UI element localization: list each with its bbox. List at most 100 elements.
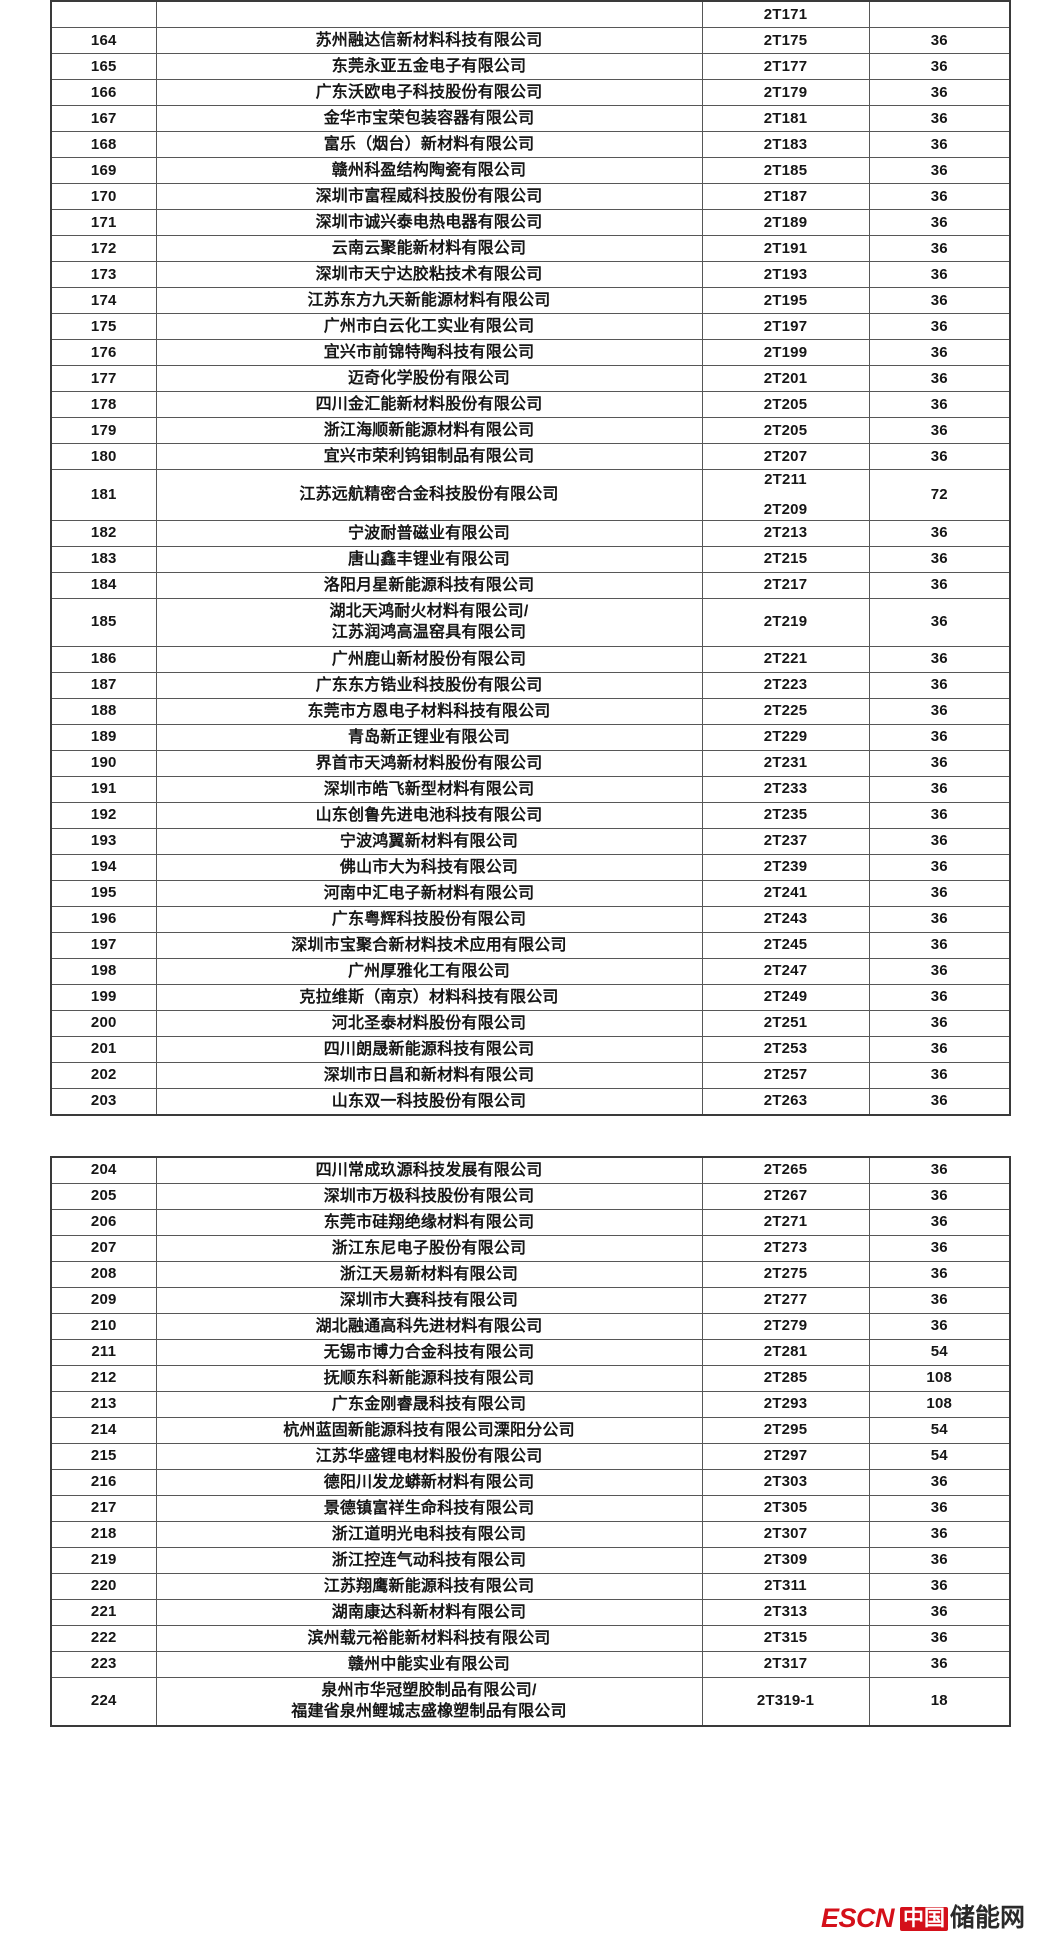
table-row: 206 东莞市硅翔绝缘材料有限公司 2T271 36	[50, 1208, 1011, 1236]
cell-company-name: 唐山鑫丰锂业有限公司	[155, 545, 703, 573]
cell-booth-number: 2T171	[701, 0, 870, 28]
company-name-line: 赣州中能实业有限公司	[347, 1655, 510, 1673]
cell-company-name: 泉州市华冠塑胶制品有限公司/福建省泉州鲤城志盛橡塑制品有限公司	[155, 1676, 703, 1727]
cell-company-name: 抚顺东科新能源科技有限公司	[155, 1364, 703, 1392]
cell-company-name: 四川朗晟新能源科技有限公司	[155, 1035, 703, 1063]
cell-serial-number: 207	[50, 1234, 157, 1262]
cell-company-name: 深圳市天宁达胶粘技术有限公司	[155, 261, 703, 288]
table-row: 209 深圳市大赛科技有限公司 2T277 36	[50, 1286, 1011, 1314]
cell-company-name: 迈奇化学股份有限公司	[155, 365, 703, 392]
booth-number-stack: 2T211 2T209	[703, 470, 869, 520]
cell-company-name: 宜兴市前锦特陶科技有限公司	[155, 339, 703, 366]
cell-serial-number: 202	[50, 1061, 157, 1089]
cell-booth-area: 36	[868, 1260, 1011, 1288]
table-row: 197 深圳市宝聚合新材料技术应用有限公司 2T245 36	[50, 931, 1011, 959]
cell-company-name: 江苏华盛锂电材料股份有限公司	[155, 1442, 703, 1470]
cell-serial-number: 189	[50, 723, 157, 751]
table-row: 222 滨州载元裕能新材料科技有限公司 2T315 36	[50, 1624, 1011, 1652]
cell-booth-number: 2T263	[701, 1087, 870, 1116]
cell-booth-number: 2T315	[701, 1624, 870, 1652]
cell-booth-number: 2T215	[701, 545, 870, 573]
table-row: 207 浙江东尼电子股份有限公司 2T273 36	[50, 1234, 1011, 1262]
cell-booth-number: 2T239	[701, 853, 870, 881]
cell-booth-number: 2T235	[701, 801, 870, 829]
company-name-line: 深圳市万极科技股份有限公司	[323, 1187, 535, 1205]
cell-booth-area: 36	[868, 697, 1011, 725]
cell-booth-number: 2T251	[701, 1009, 870, 1037]
cell-booth-area: 36	[868, 983, 1011, 1011]
table-row: 175 广州市白云化工实业有限公司 2T197 36	[50, 313, 1011, 340]
company-name-line: 富乐（烟台）新材料有限公司	[323, 135, 535, 153]
table-row: 223 赣州中能实业有限公司 2T317 36	[50, 1650, 1011, 1678]
cell-booth-area: 36	[868, 53, 1011, 80]
cell-company-name: 河北圣泰材料股份有限公司	[155, 1009, 703, 1037]
company-name-line: 深圳市富程威科技股份有限公司	[315, 187, 543, 205]
company-name-line: 江苏东方九天新能源材料有限公司	[307, 291, 551, 309]
company-name-line: 江苏华盛锂电材料股份有限公司	[315, 1447, 543, 1465]
cell-serial-number: 170	[50, 183, 157, 210]
cell-company-name: 广东粤辉科技股份有限公司	[155, 905, 703, 933]
table-row: 173 深圳市天宁达胶粘技术有限公司 2T193 36	[50, 261, 1011, 288]
cell-booth-number: 2T281	[701, 1338, 870, 1366]
cell-serial-number: 218	[50, 1520, 157, 1548]
cell-booth-area: 108	[868, 1364, 1011, 1392]
company-name-line: 宜兴市前锦特陶科技有限公司	[323, 343, 535, 361]
cell-serial-number: 196	[50, 905, 157, 933]
cell-serial-number: 208	[50, 1260, 157, 1288]
table-row: 221 湖南康达科新材料有限公司 2T313 36	[50, 1598, 1011, 1626]
cell-booth-number: 2T313	[701, 1598, 870, 1626]
cell-company-name: 广东东方锆业科技股份有限公司	[155, 671, 703, 699]
cell-company-name: 赣州中能实业有限公司	[155, 1650, 703, 1678]
cell-company-name: 佛山市大为科技有限公司	[155, 853, 703, 881]
cell-company-name: 湖北天鸿耐火材料有限公司/江苏润鸿高温窑具有限公司	[155, 597, 703, 647]
cell-company-name: 山东双一科技股份有限公司	[155, 1087, 703, 1116]
company-name-line: 洛阳月星新能源科技有限公司	[323, 576, 535, 594]
table-row: 194 佛山市大为科技有限公司 2T239 36	[50, 853, 1011, 881]
table-row: 184 洛阳月星新能源科技有限公司 2T217 36	[50, 571, 1011, 599]
cell-booth-number: 2T307	[701, 1520, 870, 1548]
table-row: 203 山东双一科技股份有限公司 2T263 36	[50, 1087, 1011, 1116]
table-row: 167 金华市宝荣包装容器有限公司 2T181 36	[50, 105, 1011, 132]
cell-booth-number: 2T183	[701, 131, 870, 158]
table-2-body: 204 四川常成玖源科技发展有限公司 2T265 36 205 深圳市万极科技股份有限公司…	[50, 1156, 1011, 1727]
company-name-line: 江苏翔鹰新能源科技有限公司	[323, 1577, 535, 1595]
cell-company-name: 江苏远航精密合金科技股份有限公司	[155, 469, 703, 521]
cell-booth-area	[868, 0, 1011, 28]
exhibitor-table-part-1: 2T171 164 苏州融达信新材料科技有限公司 2T175 36 165 东莞永亚五金电子…	[50, 0, 1011, 1116]
cell-company-name: 浙江控连气动科技有限公司	[155, 1546, 703, 1574]
cell-serial-number: 223	[50, 1650, 157, 1678]
cell-serial-number: 193	[50, 827, 157, 855]
cell-serial-number: 183	[50, 545, 157, 573]
cell-company-name: 江苏翔鹰新能源科技有限公司	[155, 1572, 703, 1600]
cell-company-name: 湖南康达科新材料有限公司	[155, 1598, 703, 1626]
cell-serial-number: 213	[50, 1390, 157, 1418]
cell-booth-area: 36	[868, 597, 1011, 647]
table-row: 191 深圳市皓飞新型材料有限公司 2T233 36	[50, 775, 1011, 803]
table-row: 216 德阳川发龙蟒新材料有限公司 2T303 36	[50, 1468, 1011, 1496]
cell-booth-area: 54	[868, 1416, 1011, 1444]
watermark-brand-latin: ESCN	[820, 1903, 895, 1933]
company-name-line: 四川金汇能新材料股份有限公司	[315, 395, 543, 413]
company-name-line: 福建省泉州鲤城志盛橡塑制品有限公司	[291, 1703, 567, 1721]
cell-booth-number: 2T177	[701, 53, 870, 80]
company-name-line: 宁波鸿翼新材料有限公司	[339, 832, 519, 850]
cell-company-name: 广州鹿山新材股份有限公司	[155, 645, 703, 673]
company-name-line: 金华市宝荣包装容器有限公司	[323, 109, 535, 127]
cell-company-name: 四川金汇能新材料股份有限公司	[155, 391, 703, 418]
cell-booth-area: 36	[868, 827, 1011, 855]
cell-booth-number: 2T223	[701, 671, 870, 699]
table-row: 193 宁波鸿翼新材料有限公司 2T237 36	[50, 827, 1011, 855]
company-name-line: 广州厚雅化工有限公司	[347, 962, 510, 980]
cell-serial-number: 201	[50, 1035, 157, 1063]
table-row: 165 东莞永亚五金电子有限公司 2T177 36	[50, 53, 1011, 80]
cell-serial-number: 177	[50, 365, 157, 392]
company-name-line: 青岛新正锂业有限公司	[347, 728, 510, 746]
cell-serial-number: 175	[50, 313, 157, 340]
cell-booth-area: 36	[868, 157, 1011, 184]
cell-company-name: 赣州科盈结构陶瓷有限公司	[155, 157, 703, 184]
company-name-line: 广州鹿山新材股份有限公司	[331, 650, 527, 668]
company-name-line: 东莞市硅翔绝缘材料有限公司	[323, 1213, 535, 1231]
cell-booth-area: 36	[868, 209, 1011, 236]
cell-serial-number: 219	[50, 1546, 157, 1574]
company-name-line: 佛山市大为科技有限公司	[339, 858, 519, 876]
